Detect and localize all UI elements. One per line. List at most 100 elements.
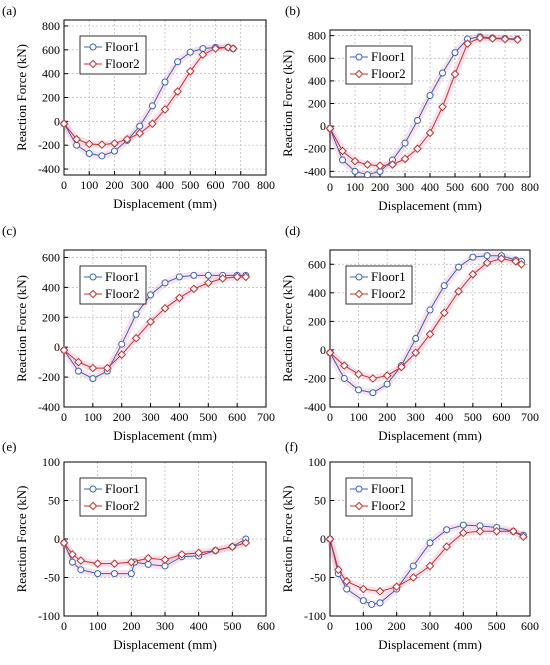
- data-point: [469, 253, 477, 261]
- x-tick-label: 500: [464, 410, 482, 424]
- y-tick-label: 600: [42, 43, 60, 57]
- data-point: [342, 577, 351, 586]
- series-line: [329, 37, 518, 167]
- data-point: [59, 119, 69, 129]
- data-point: [185, 66, 195, 76]
- x-tick-label: 0: [61, 410, 67, 424]
- x-tick-label: 700: [257, 410, 275, 424]
- x-tick-label: 700: [521, 410, 539, 424]
- data-point: [59, 538, 69, 548]
- data-point: [488, 34, 497, 43]
- data-point: [350, 156, 360, 166]
- x-tick-label: 100: [80, 178, 98, 192]
- x-tick-label: 200: [378, 410, 396, 424]
- y-tick-label: 100: [42, 455, 60, 469]
- data-point: [148, 102, 156, 110]
- data-point: [383, 380, 391, 388]
- data-point: [135, 128, 145, 138]
- x-tick-label: 100: [84, 410, 102, 424]
- y-tick-label: -200: [38, 370, 60, 384]
- y-axis-title: Reaction Force (kN): [280, 275, 295, 382]
- data-point: [110, 559, 119, 568]
- data-point: [426, 306, 434, 314]
- x-tick-label: 0: [61, 619, 67, 633]
- data-point: [131, 333, 141, 343]
- data-point: [368, 374, 378, 383]
- data-point: [455, 263, 463, 271]
- legend-label-floor2: Floor2: [105, 56, 140, 71]
- y-tick-label: 400: [308, 74, 326, 88]
- x-tick-label: 500: [199, 410, 217, 424]
- x-tick-label: 500: [446, 180, 464, 194]
- legend-marker: [89, 485, 97, 493]
- data-point: [339, 156, 346, 164]
- data-point: [426, 539, 434, 547]
- x-tick-label: 100: [354, 619, 372, 633]
- data-point: [89, 375, 97, 383]
- highlight-trace-2: [60, 539, 250, 568]
- y-tick-label: 400: [42, 67, 60, 81]
- data-point: [340, 374, 348, 382]
- y-tick-label: -400: [304, 164, 326, 178]
- data-point: [397, 362, 406, 372]
- chart-panel-2: 0 100 200 300 400 500 600 700 800 -400 -200 0 200 400…: [280, 3, 539, 213]
- legend: Floor1 Floor2: [345, 477, 413, 517]
- y-tick-label: -200: [38, 138, 60, 152]
- data-point: [204, 271, 212, 279]
- data-point: [211, 44, 220, 53]
- data-point: [369, 389, 377, 397]
- legend-label-floor2: Floor2: [371, 66, 406, 81]
- y-tick-label: -100: [304, 609, 326, 623]
- legend-box: [345, 477, 413, 517]
- data-point: [85, 150, 93, 158]
- data-point: [173, 87, 182, 96]
- data-point: [174, 58, 182, 66]
- data-point: [519, 532, 528, 541]
- x-tick-label: 400: [435, 410, 453, 424]
- data-point: [211, 546, 220, 555]
- data-point: [468, 269, 478, 279]
- legend-marker: [355, 485, 363, 493]
- chart-panel-1: 0 100 200 300 400 500 600 700 800 -400 -200 0 200 400…: [2, 3, 275, 211]
- data-point: [111, 147, 118, 155]
- data-point: [325, 124, 335, 133]
- data-point: [190, 271, 198, 279]
- data-point: [147, 291, 155, 299]
- series-floor2: [59, 272, 251, 373]
- data-point: [392, 582, 401, 592]
- x-axis-title: Displacement (mm): [113, 428, 217, 443]
- data-point: [161, 78, 169, 86]
- y-axis-title: Reaction Force (kN): [280, 50, 295, 157]
- series-floor2: [325, 254, 526, 383]
- x-tick-label: 400: [156, 178, 174, 192]
- data-point: [136, 122, 144, 130]
- series-floor2: [325, 33, 522, 170]
- legend-box: [79, 35, 147, 75]
- y-tick-label: 200: [42, 310, 60, 324]
- x-tick-label: 400: [421, 180, 439, 194]
- data-point: [511, 257, 521, 266]
- legend: Floor1 Floor2: [79, 265, 147, 305]
- y-tick-label: 0: [54, 340, 60, 354]
- legend: Floor1 Floor2: [345, 45, 413, 85]
- data-point: [426, 92, 434, 100]
- x-tick-label: 100: [350, 410, 368, 424]
- data-point: [189, 284, 199, 294]
- x-tick-label: 800: [521, 180, 539, 194]
- x-axis-title: Displacement (mm): [378, 637, 482, 652]
- y-tick-label: 100: [308, 455, 326, 469]
- data-point: [400, 154, 410, 164]
- x-tick-label: 600: [207, 178, 225, 192]
- x-axis-title: Displacement (mm): [378, 198, 482, 213]
- x-tick-label: 600: [492, 410, 510, 424]
- data-point: [74, 367, 82, 375]
- data-point: [363, 160, 372, 169]
- data-point: [450, 69, 460, 79]
- data-point: [359, 584, 368, 594]
- legend-marker: [354, 501, 364, 511]
- data-point: [414, 116, 421, 124]
- y-tick-label: -50: [44, 571, 60, 585]
- panel-letter: (a): [2, 3, 16, 18]
- series-floor2: [325, 526, 528, 596]
- legend-label-floor1: Floor1: [105, 481, 140, 496]
